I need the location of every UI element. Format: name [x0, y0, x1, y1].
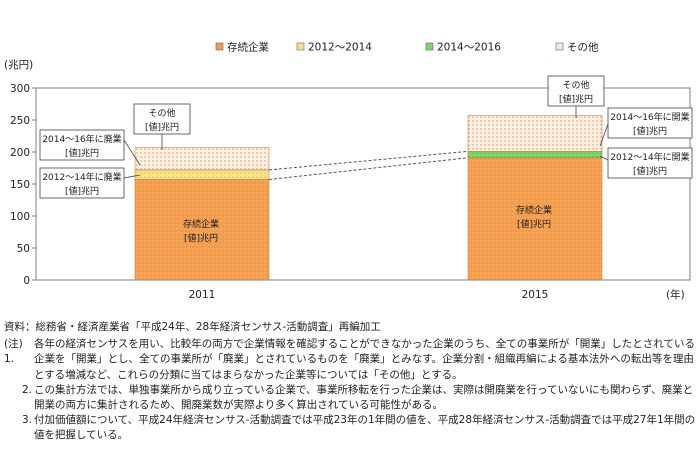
legend-label: その他 — [567, 41, 599, 54]
legend-swatch — [296, 42, 305, 51]
callout-text: その他 — [562, 79, 589, 91]
callout-leader — [123, 174, 141, 179]
note-item: (注) 1. 各年の経済センサスを用い、比較年の両方で企業情報を確認することがで… — [4, 337, 696, 383]
y-tick-label: 100 — [10, 211, 30, 223]
callout-text: [値]兆円 — [559, 93, 593, 105]
callout-box — [39, 129, 125, 161]
callout-box — [39, 167, 125, 199]
bar-segment — [134, 147, 270, 171]
callout-leader — [599, 155, 609, 161]
callout-box — [547, 75, 605, 107]
callout-box — [133, 103, 191, 135]
note-number: 2. — [21, 383, 32, 396]
bar-segment — [467, 151, 603, 159]
callout-text: その他 — [148, 107, 175, 119]
callout-text: [値]兆円 — [65, 147, 99, 159]
legend-label: 2012～2014 — [308, 42, 372, 54]
connector-line — [268, 150, 469, 171]
callouts: その他 [値]兆円 2014～16年に廃業 [値]兆円 2012～14年に廃業 [値]兆円… — [39, 75, 693, 244]
note-text: この集計方法では、単独事業所から成り立っている企業で、事業所移転を行った企業は、… — [34, 383, 694, 412]
callout-text: 存続企業 — [516, 204, 552, 216]
callout-text: [値]兆円 — [633, 165, 667, 177]
legend: 存続企業 2012～2014 2014～2016 その他 — [215, 41, 599, 54]
legend-label: 2014～2016 — [437, 42, 501, 54]
callout-text: [値]兆円 — [633, 125, 667, 137]
note-text: 各年の経済センサスを用い、比較年の両方で企業情報を確認することができなかった企業… — [34, 338, 695, 381]
x-tick-label: 2015 — [522, 289, 549, 301]
note-item: 2. この集計方法では、単独事業所から成り立っている企業で、事業所移転を行った企… — [4, 383, 696, 413]
callout-box — [607, 107, 693, 139]
legend-swatch — [555, 42, 564, 51]
callout-text: 存続企業 — [183, 218, 219, 230]
x-unit-label: (年) — [666, 288, 685, 301]
callout-text: [値]兆円 — [184, 232, 218, 244]
y-tick-label: 0 — [23, 275, 30, 287]
legend-swatch — [215, 42, 224, 51]
bar-segment — [134, 179, 270, 281]
stacked-bar-chart: 存続企業 2012～2014 2014～2016 その他 (兆円) 0 50 100 150 2… — [4, 41, 693, 301]
callout-leader — [123, 139, 141, 166]
notes: 資料：総務省・経済産業省「平成24年、28年経済センサス-活動調査」再編加工 (… — [4, 320, 696, 444]
legend-swatch — [425, 42, 434, 51]
note-text: 付加価値額について、平成24年経済センサス-活動調査では平成23年の1年間の値を… — [34, 414, 696, 442]
x-tick-label: 2011 — [189, 289, 216, 301]
callout-text: 2014～16年に廃業 — [42, 133, 121, 145]
callout-text: 2012～14年に廃業 — [42, 171, 121, 183]
source-note: 資料：総務省・経済産業省「平成24年、28年経済センサス-活動調査」再編加工 — [4, 321, 381, 333]
callout-box — [607, 147, 693, 179]
bars — [134, 115, 603, 281]
callout-text: 2014～16年に開業 — [610, 111, 689, 123]
y-tick-label: 150 — [10, 179, 30, 191]
y-tick-label: 200 — [10, 147, 30, 159]
connector-line — [268, 157, 469, 181]
callout-text: 2012～14年に開業 — [610, 151, 689, 163]
note-item: 3. 付加価値額について、平成24年経済センサス-活動調査では平成23年の1年間… — [4, 413, 696, 443]
note-number: 3. — [21, 414, 32, 427]
callout-leader — [599, 123, 609, 147]
callout-text: [値]兆円 — [145, 121, 179, 133]
axes: (兆円) 0 50 100 150 200 250 300 2011 2015 (年) — [4, 59, 691, 301]
note-number: (注) 1. — [4, 338, 23, 366]
y-unit-label: (兆円) — [4, 59, 33, 71]
y-tick-label: 250 — [10, 115, 30, 127]
y-tick-label: 50 — [17, 243, 30, 255]
bar-segment — [467, 115, 603, 152]
callout-text: [値]兆円 — [517, 218, 551, 230]
legend-label: 存続企業 — [227, 41, 269, 54]
callout-text: [値]兆円 — [65, 185, 99, 197]
y-tick-label: 300 — [10, 83, 30, 95]
bar-segment — [134, 169, 270, 180]
bar-segment — [467, 157, 603, 281]
